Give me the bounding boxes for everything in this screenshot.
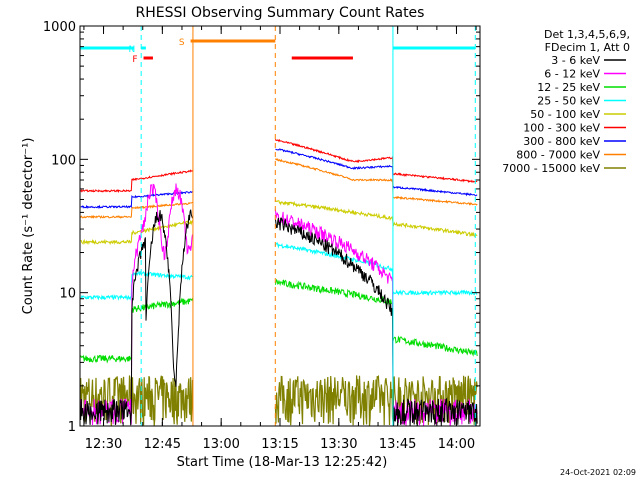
legend-entry-label: 25 - 50 keV — [537, 95, 600, 108]
x-tick-label: 14:00 — [438, 437, 475, 452]
legend-entry-label: 7000 - 15000 keV — [502, 162, 600, 175]
legend-entry-label: 3 - 6 keV — [551, 54, 600, 67]
flag-label: N — [128, 45, 135, 55]
y-tick-label: 1000 — [43, 20, 76, 35]
series-line-0 — [80, 209, 478, 426]
legend-entry-label: 300 - 800 keV — [523, 135, 600, 148]
x-tick-label: 13:00 — [202, 437, 239, 452]
legend-entry-label: 100 - 300 keV — [523, 122, 600, 135]
legend-entry-label: 50 - 100 keV — [530, 108, 600, 121]
flag-label: S — [179, 38, 185, 48]
legend: Det 1,3,4,5,6,9,FDecim 1, Att 03 - 6 keV… — [502, 28, 630, 175]
legend-entry-label: 6 - 12 keV — [544, 68, 600, 81]
y-tick-label: 1 — [68, 420, 76, 435]
plot-area: NF S — [79, 26, 478, 427]
chart-title: RHESSI Observing Summary Count Rates — [136, 5, 425, 21]
legend-header: FDecim 1, Att 0 — [545, 41, 630, 54]
flag-label: F — [132, 55, 137, 65]
legend-entry-label: 800 - 7000 keV — [516, 149, 600, 162]
series-line-7 — [80, 158, 478, 219]
axes: 1 10 100 1000 12:30 12:45 13:00 13:15 13:30 13:45… — [43, 20, 480, 452]
series-line-5 — [80, 138, 478, 194]
x-axis-label: Start Time (18-Mar-13 12:25:42) — [177, 455, 388, 470]
series-line-3 — [80, 242, 478, 301]
x-tick-label: 13:45 — [379, 437, 416, 452]
legend-header: Det 1,3,4,5,6,9, — [544, 28, 630, 41]
x-tick-label: 12:45 — [144, 437, 181, 452]
series-line-4 — [80, 200, 478, 246]
y-tick-label: 10 — [59, 287, 76, 302]
series-line-2 — [80, 278, 478, 364]
series-line-8 — [80, 374, 478, 426]
legend-entry-label: 12 - 25 keV — [537, 81, 600, 94]
date-stamp: 24-Oct-2021 02:09 — [560, 468, 636, 477]
x-tick-label: 13:30 — [320, 437, 357, 452]
x-tick-label: 13:15 — [261, 437, 298, 452]
x-tick-label: 12:30 — [85, 437, 122, 452]
y-axis-label: Count Rate (s⁻¹ detector⁻¹) — [21, 138, 36, 315]
y-tick-label: 100 — [51, 153, 76, 168]
